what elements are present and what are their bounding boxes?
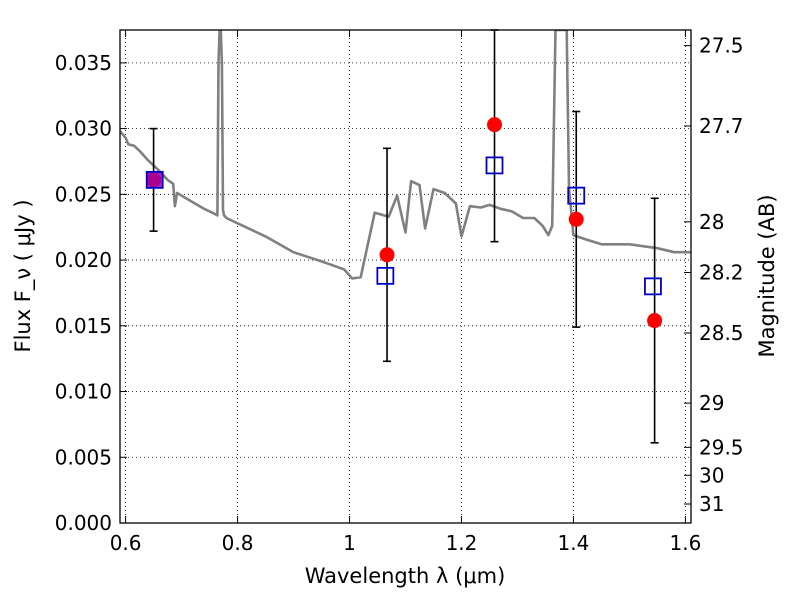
magnitude-tick-label: 28.5 xyxy=(699,321,744,345)
spectrum-layer xyxy=(120,30,691,280)
x-tick-label: 0.6 xyxy=(110,531,142,555)
x-tick-label: 1.2 xyxy=(446,531,478,555)
observed-point xyxy=(647,313,663,329)
magnitude-tick-label: 30 xyxy=(699,463,724,487)
x-tick-label: 1 xyxy=(343,531,356,555)
plot-frame xyxy=(119,29,692,524)
magnitude-tick-label: 29.5 xyxy=(699,435,744,459)
magnitude-tick-label: 31 xyxy=(699,492,724,516)
y-axis-label: Flux F_ν ( μJy ) xyxy=(11,199,36,352)
magnitude-tick-label: 28.2 xyxy=(699,260,744,284)
model-photometry-square xyxy=(567,186,586,205)
y-tick-label: 0.030 xyxy=(55,117,112,141)
observed-point xyxy=(487,117,503,133)
model-photometry-square xyxy=(376,266,395,285)
x-tick-label: 1.4 xyxy=(558,531,590,555)
model-spectrum-line xyxy=(120,30,691,280)
magnitude-tick-label: 29 xyxy=(699,391,724,415)
grid xyxy=(120,30,691,524)
model-photometry-square xyxy=(485,156,504,175)
y-axis-ticks: 0.000 0.005 0.010 0.015 0.020 0.025 0.030 0.035 xyxy=(55,51,127,535)
magnitude-axis-ticks: 27.5 27.7 28 28.2 28.5 29 29.5 30 31 xyxy=(684,34,744,516)
model-photometry-square xyxy=(644,277,662,296)
magnitude-tick-label: 27.5 xyxy=(699,34,744,58)
overlap-marker xyxy=(146,171,163,188)
y-tick-label: 0.000 xyxy=(55,511,112,535)
model-photometry-square xyxy=(145,170,164,189)
y-tick-label: 0.025 xyxy=(55,182,112,206)
observed-point xyxy=(379,247,395,263)
x-tick-label: 1.6 xyxy=(669,531,701,555)
error-bars xyxy=(149,29,659,444)
x-tick-label: 0.8 xyxy=(222,531,254,555)
y-tick-label: 0.015 xyxy=(55,314,112,338)
y-tick-label: 0.010 xyxy=(55,380,112,404)
y-tick-label: 0.035 xyxy=(55,51,112,75)
observed-point xyxy=(568,211,584,227)
y-tick-label: 0.020 xyxy=(55,248,112,272)
markers xyxy=(145,117,663,329)
magnitude-tick-label: 27.7 xyxy=(699,114,744,138)
x-axis-ticks: 0.6 0.8 1 1.2 1.4 1.6 xyxy=(110,30,701,555)
y-tick-label: 0.005 xyxy=(55,445,112,469)
magnitude-tick-label: 28 xyxy=(699,210,724,234)
right-axis-label: Magnitude (AB) xyxy=(755,194,779,357)
x-axis-label: Wavelength λ (μm) xyxy=(305,564,506,588)
